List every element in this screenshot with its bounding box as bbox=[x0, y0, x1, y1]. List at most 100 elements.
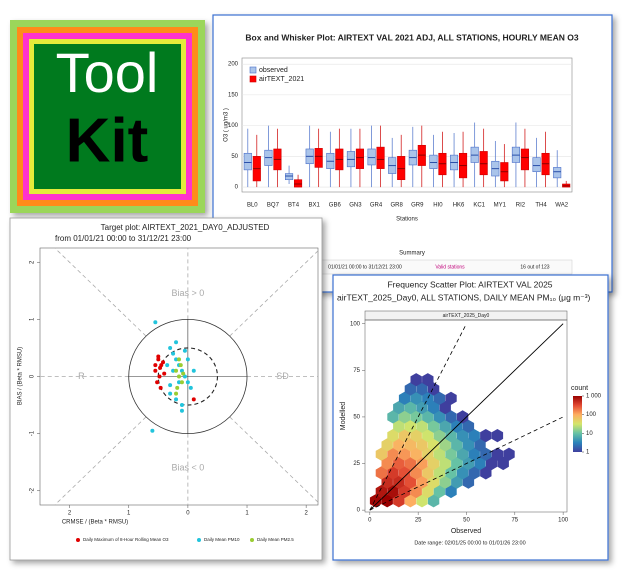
hexbin bbox=[462, 419, 475, 433]
y-tick-label: -1 bbox=[30, 430, 36, 436]
factor-line bbox=[369, 416, 564, 511]
hexbin bbox=[427, 494, 440, 508]
hexbin bbox=[404, 494, 417, 508]
hexbin bbox=[503, 447, 515, 461]
hexbin bbox=[404, 382, 417, 396]
hexbin bbox=[468, 466, 480, 480]
hexbin bbox=[381, 494, 393, 508]
legend-swatch bbox=[250, 538, 254, 542]
logo-text: Kit bbox=[66, 106, 149, 175]
y-tick-label: 100 bbox=[350, 321, 361, 327]
box bbox=[314, 148, 323, 168]
footer: Date range: 02/01/25 00:00 to 01/01/26 2… bbox=[414, 540, 525, 546]
x-tick-label: 25 bbox=[415, 518, 422, 524]
annotation: SD bbox=[276, 371, 289, 381]
point bbox=[171, 351, 176, 356]
point bbox=[158, 385, 163, 390]
hexbin bbox=[387, 466, 399, 480]
hexbin bbox=[422, 429, 434, 443]
box bbox=[532, 157, 541, 173]
hexbin bbox=[474, 456, 486, 471]
box bbox=[285, 173, 294, 181]
summary-title: Summary bbox=[399, 251, 425, 257]
hexbin bbox=[456, 466, 469, 480]
hexbin bbox=[451, 438, 463, 452]
hexbin bbox=[416, 456, 428, 471]
hexbin bbox=[410, 447, 422, 461]
hexbin bbox=[398, 447, 411, 461]
hexbin bbox=[427, 382, 440, 396]
hexbin bbox=[393, 401, 405, 415]
hexbin bbox=[456, 429, 469, 443]
hexbin bbox=[410, 373, 422, 387]
point bbox=[191, 397, 196, 402]
hexbin bbox=[398, 429, 411, 443]
hexbin bbox=[422, 410, 434, 424]
point bbox=[177, 380, 181, 385]
y-axis-label: BIAS / (Beta * RMSU) bbox=[18, 347, 24, 405]
hexbin bbox=[433, 429, 446, 443]
legend-label: Daily Mean PM10 bbox=[204, 537, 240, 542]
x-tick-label: 2 bbox=[68, 511, 72, 517]
hexbin bbox=[422, 466, 434, 480]
chart-title: Frequency Scatter Plot: AIRTEXT VAL 2025 bbox=[387, 279, 552, 289]
hexbin bbox=[468, 447, 480, 461]
legend-label: Daily Maximum of 8-Hour Rolling Mean O3 bbox=[83, 537, 169, 542]
point bbox=[182, 348, 187, 353]
colorbar-label: 1 000 bbox=[586, 394, 602, 400]
hexbin bbox=[398, 391, 411, 405]
x-tick-label: GR8 bbox=[391, 203, 404, 209]
box bbox=[520, 148, 529, 171]
hexbin bbox=[491, 429, 504, 443]
y-tick-label: 75 bbox=[353, 368, 360, 374]
point bbox=[171, 368, 176, 373]
hexbin bbox=[381, 475, 393, 489]
x-tick-label: MY1 bbox=[494, 203, 507, 209]
point bbox=[161, 360, 166, 365]
x-tick-label: 100 bbox=[558, 518, 569, 524]
colorbar-label: 100 bbox=[586, 412, 597, 418]
plot-frame bbox=[364, 319, 568, 513]
y-tick-label: 2 bbox=[30, 260, 36, 264]
hexbin bbox=[433, 466, 446, 480]
y-axis-label: Modelled bbox=[340, 402, 347, 431]
hexbin bbox=[410, 391, 422, 405]
point bbox=[174, 391, 179, 396]
x-tick-label: GR9 bbox=[411, 203, 424, 209]
y-tick-label: 150 bbox=[228, 92, 239, 98]
y-tick-label: 100 bbox=[228, 123, 239, 129]
point bbox=[174, 368, 179, 373]
legend-label: Daily Mean PM2.5 bbox=[257, 537, 294, 542]
hexbin bbox=[404, 475, 417, 489]
hexbin bbox=[404, 419, 417, 433]
hexbin bbox=[410, 484, 422, 499]
hexbin bbox=[410, 410, 422, 424]
x-tick-label: 1 bbox=[245, 511, 249, 517]
x-tick-label: GR4 bbox=[370, 203, 383, 209]
point bbox=[174, 340, 179, 345]
box bbox=[243, 152, 252, 171]
logo-panel bbox=[34, 44, 181, 189]
hexbin bbox=[480, 429, 492, 443]
hexbin bbox=[393, 419, 405, 433]
hexbin bbox=[439, 419, 451, 433]
guide-line bbox=[54, 416, 147, 506]
point bbox=[179, 408, 184, 413]
colorbar-label: 1 bbox=[586, 450, 590, 456]
x-tick-label: BX1 bbox=[309, 203, 321, 209]
hexbin bbox=[439, 401, 451, 415]
annotation: Bias > 0 bbox=[171, 288, 204, 298]
hexbin bbox=[445, 447, 457, 461]
x-tick-label: WA2 bbox=[555, 203, 568, 209]
hexbin bbox=[474, 438, 486, 452]
x-tick-label: TH4 bbox=[535, 203, 547, 209]
hexbin-panel: Frequency Scatter Plot: AIRTEXT VAL 2025… bbox=[332, 274, 609, 561]
colorbar-title: count bbox=[571, 385, 588, 392]
box bbox=[479, 151, 488, 176]
box bbox=[376, 146, 385, 169]
x-axis-label: CRMSE / (Beta * RMSU) bbox=[62, 520, 128, 526]
hexbin bbox=[375, 484, 388, 499]
hexbin bbox=[387, 484, 399, 499]
annotation: R bbox=[78, 371, 85, 381]
